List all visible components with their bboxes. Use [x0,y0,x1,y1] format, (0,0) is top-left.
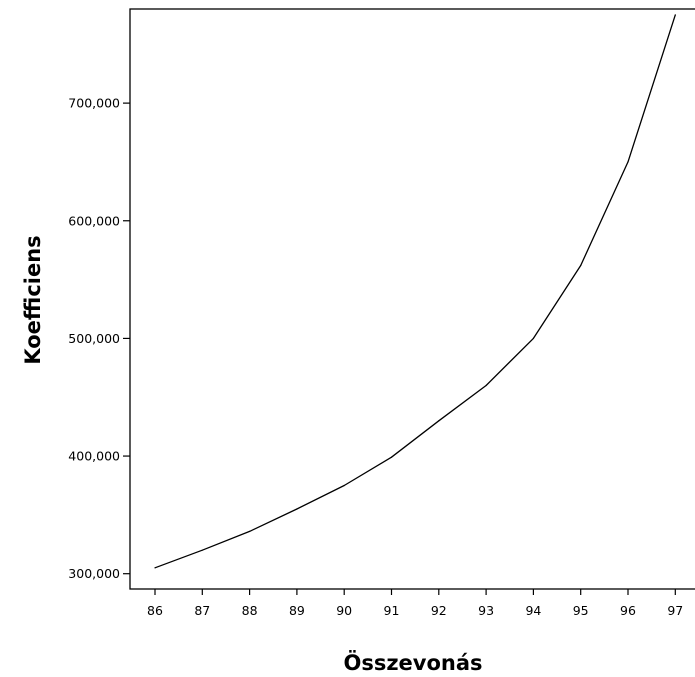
y-axis: 300,000 400,000 500,000 600,000 700,000 [68,96,130,581]
x-tick-label: 90 [336,603,352,618]
x-tick-label: 95 [573,603,589,618]
x-axis: 86 87 88 89 90 91 92 93 94 95 96 97 [147,589,683,618]
y-tick-label: 500,000 [68,331,120,346]
data-point [296,508,298,510]
x-tick-label: 93 [478,603,494,618]
x-tick-label: 97 [667,603,683,618]
data-point [627,161,629,163]
data-point [485,384,487,387]
x-tick-label: 92 [431,603,447,618]
x-tick-label: 88 [242,603,258,618]
y-tick-label: 400,000 [68,449,120,464]
x-axis-title: Összevonás [343,650,482,675]
x-tick-label: 94 [525,603,541,618]
x-tick-label: 96 [620,603,636,618]
y-axis-title: Koefficiens [21,235,45,364]
plot-frame [129,8,695,590]
data-point [343,484,345,487]
x-tick-label: 89 [289,603,305,618]
x-tick-label: 87 [194,603,210,618]
data-point [249,530,251,532]
data-point [154,567,156,569]
data-point [580,264,582,267]
data-point [438,420,440,422]
x-tick-label: 91 [384,603,400,618]
data-point [532,337,535,340]
data-point [390,456,393,458]
y-tick-label: 600,000 [68,213,120,228]
data-point [674,14,676,16]
y-tick-label: 300,000 [68,566,120,581]
data-point [201,549,203,551]
series-line [154,14,676,569]
series-layer [154,14,676,569]
x-tick-label: 86 [147,603,163,618]
y-tick-label: 700,000 [68,96,120,111]
